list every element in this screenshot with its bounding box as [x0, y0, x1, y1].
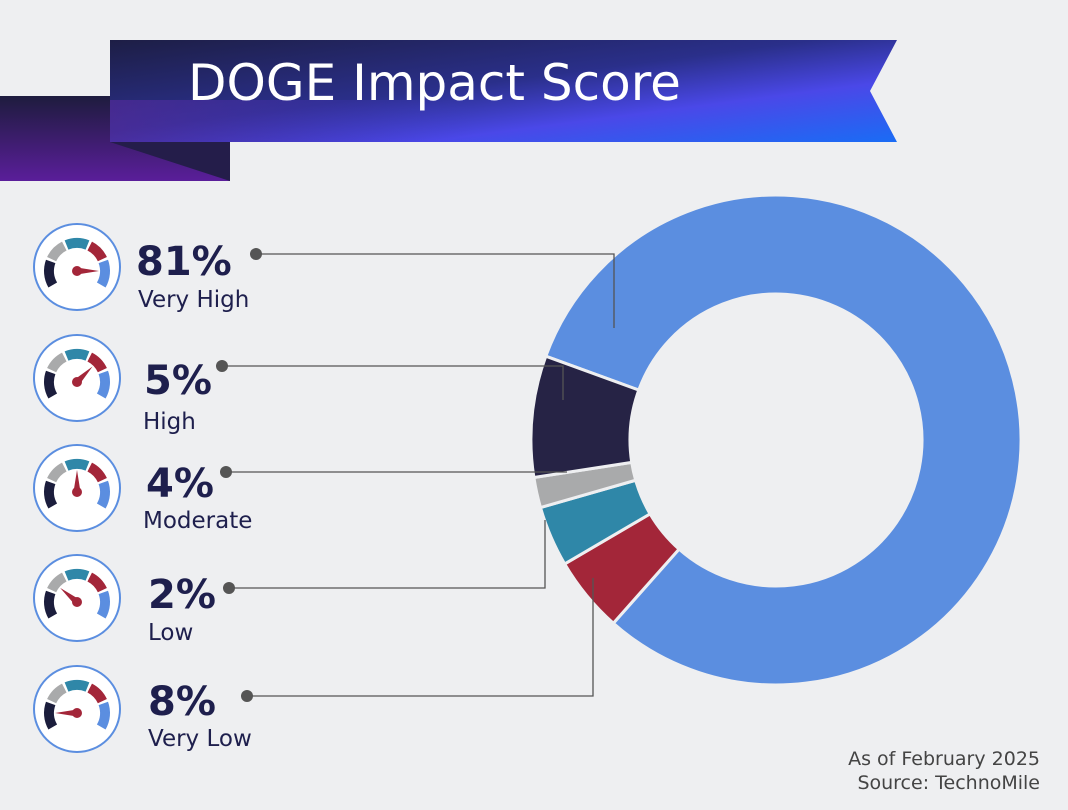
- leader-line-high: [222, 365, 564, 400]
- leader-dot-very-high: [250, 248, 262, 260]
- leader-line-very-low: [247, 578, 594, 697]
- data-label-very-high: 81%: [136, 239, 232, 285]
- as-of-date: As of February 2025: [848, 748, 1040, 770]
- leader-lines: [216, 248, 615, 702]
- banner-fold: [110, 142, 230, 181]
- legend-label-low: Low: [148, 620, 194, 646]
- gauge-icon-high: [33, 334, 121, 422]
- data-label-very-low: 8%: [148, 679, 216, 725]
- title-banner: [0, 40, 897, 181]
- data-label-high: 5%: [144, 358, 212, 404]
- gauge-icon-very-high: [33, 223, 121, 311]
- leader-dot-moderate: [220, 466, 232, 478]
- legend-label-very-high: Very High: [138, 287, 250, 313]
- legend-label-very-low: Very Low: [148, 726, 252, 752]
- gauge-icon-moderate: [33, 444, 121, 532]
- page-title: DOGE Impact Score: [188, 54, 681, 112]
- gauge-icon-very-low: [33, 665, 121, 753]
- leader-dot-low: [223, 582, 235, 594]
- gauge-icon-low: [33, 554, 121, 642]
- data-label-low: 2%: [148, 572, 216, 618]
- donut: [529, 193, 1023, 687]
- leader-line-very-high: [256, 253, 615, 328]
- legend-label-moderate: Moderate: [143, 508, 253, 534]
- leader-dot-very-low: [241, 690, 253, 702]
- leader-dot-high: [216, 360, 228, 372]
- gauge-icons: [33, 223, 121, 753]
- donut-slice-very-low: [529, 354, 641, 480]
- data-label-moderate: 4%: [146, 461, 214, 507]
- legend-label-high: High: [143, 409, 196, 435]
- source-note: Source: TechnoMile: [857, 772, 1040, 794]
- leader-line-low: [229, 520, 546, 589]
- donut-slice-very-high: [543, 193, 1023, 687]
- banner-sheen: [110, 100, 720, 142]
